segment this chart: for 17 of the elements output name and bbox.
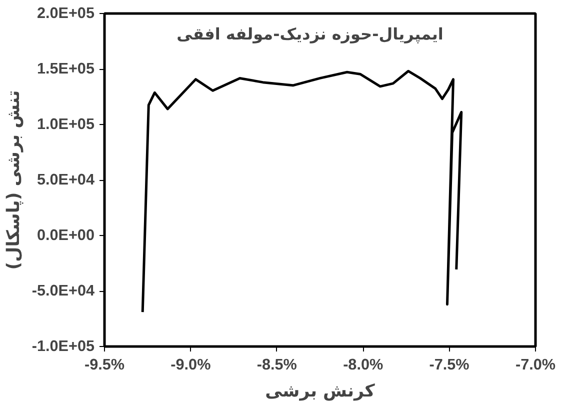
line-series — [141, 70, 463, 314]
y-tick-label: 0.0E+00 — [36, 227, 95, 244]
y-tick-label: 1.0E+05 — [36, 116, 95, 133]
y-tick-label: 5.0E+04 — [36, 172, 95, 188]
y-tick-label: -5.0E+04 — [32, 282, 95, 300]
y-axis-title: تنش برشی (پاسکال) — [4, 90, 24, 270]
x-tick-label: -7.0% — [515, 356, 556, 374]
text: ایمپریال-حوزه نزدیک-مولفه افقی — [176, 24, 444, 44]
y-tick-label: -1.0E+05 — [32, 338, 95, 355]
x-tick-label: -8.0% — [343, 356, 384, 374]
x-axis-title: کرنش برشی — [265, 382, 376, 402]
y-tick-label: 2.0E+05 — [36, 5, 95, 22]
x-tick-label: -7.5% — [429, 356, 470, 374]
y-tick-label: 1.5E+05 — [36, 60, 95, 78]
x-tick-label: -8.5% — [256, 356, 298, 374]
x-tick-label: -9.5% — [84, 356, 125, 374]
x-tick-label: -9.0% — [170, 356, 212, 374]
